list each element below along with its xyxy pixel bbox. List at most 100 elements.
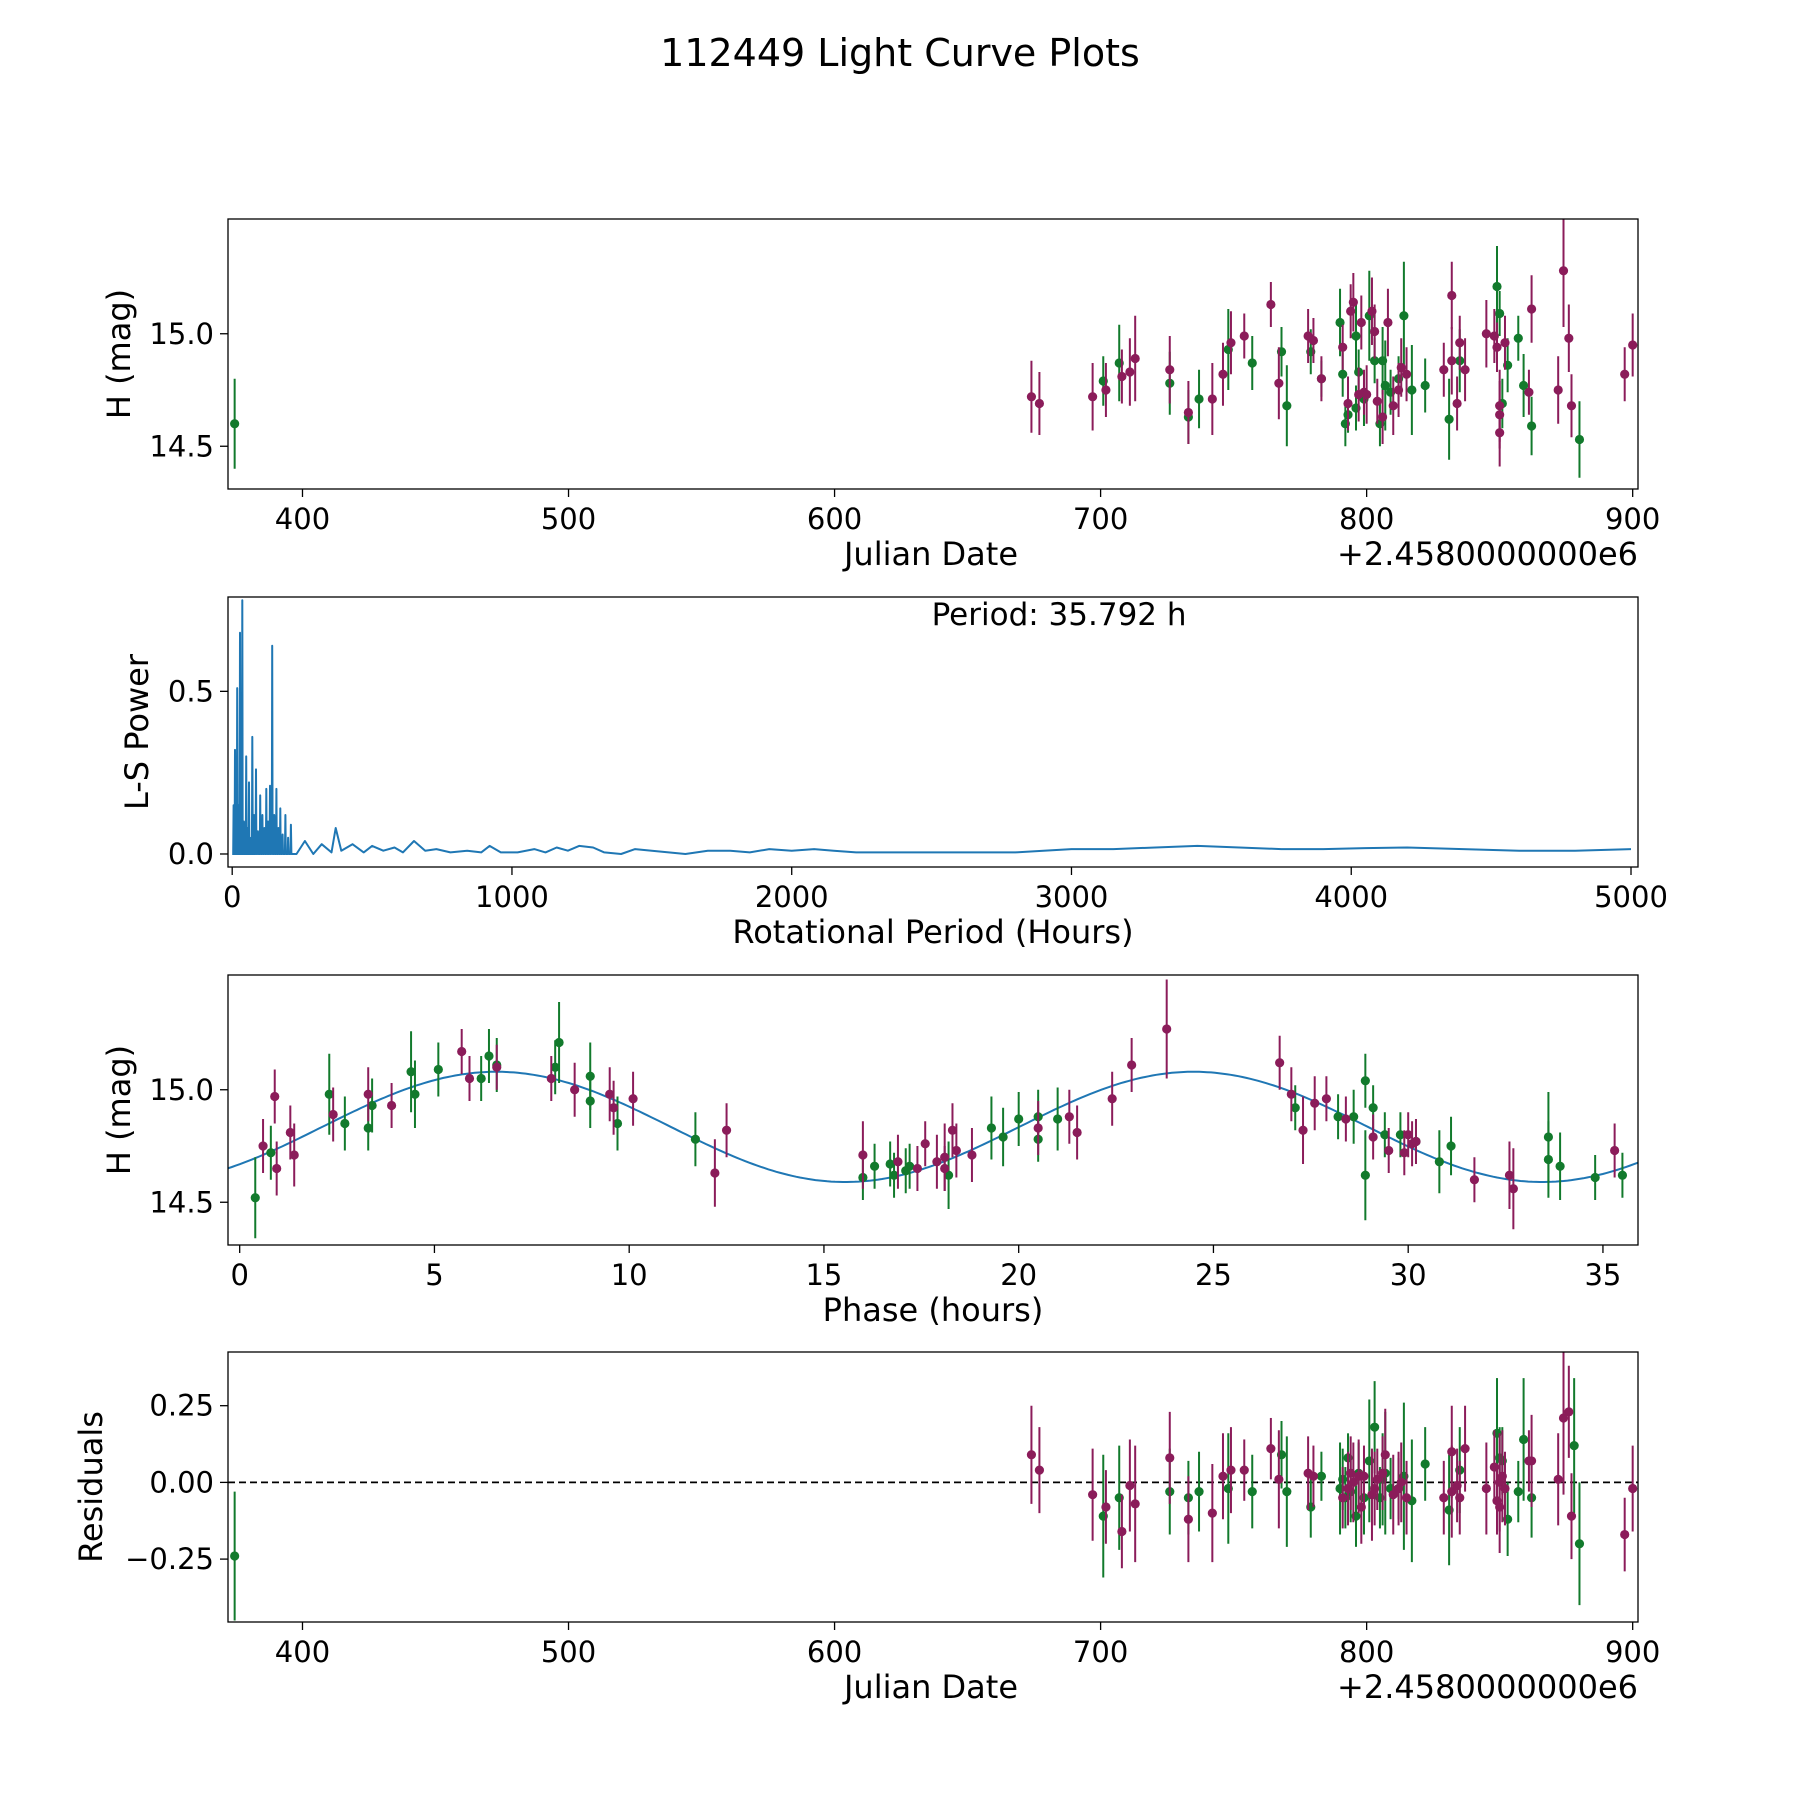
- phased-axes-frame: [227, 974, 1639, 1246]
- period-annotation: Period: 35.792 h: [932, 597, 1187, 633]
- data-point: [889, 1170, 899, 1180]
- residuals-x-offset-text: +2.4580000000e6: [1337, 1668, 1638, 1706]
- data-point: [1338, 369, 1348, 379]
- x-tick-label: 1000: [475, 880, 549, 914]
- data-point: [1360, 1170, 1370, 1180]
- data-point: [1338, 1493, 1348, 1503]
- data-point: [386, 1100, 397, 1111]
- x-tick-label: 900: [1605, 502, 1660, 536]
- data-point: [1628, 340, 1638, 350]
- phased-plot-area: [228, 979, 1638, 1239]
- data-point: [1444, 414, 1454, 424]
- data-point: [1513, 333, 1523, 343]
- data-point: [1555, 1161, 1565, 1171]
- data-point: [1455, 338, 1465, 348]
- data-point: [1558, 266, 1569, 276]
- data-point: [1343, 398, 1353, 409]
- data-point: [1101, 385, 1111, 395]
- series-r-band: [258, 979, 1620, 1230]
- data-point: [1492, 342, 1502, 352]
- data-point: [1513, 1487, 1523, 1497]
- periodogram-x-axis-label: Rotational Period (Hours): [732, 913, 1133, 951]
- data-point: [1628, 1483, 1638, 1494]
- data-point: [1274, 1474, 1284, 1484]
- periodogram-axes-frame: [227, 596, 1639, 868]
- data-point: [998, 1132, 1008, 1142]
- data-point: [628, 1094, 638, 1104]
- data-point: [585, 1096, 595, 1106]
- data-point: [230, 419, 240, 429]
- data-point: [1481, 329, 1491, 339]
- data-point: [1356, 317, 1366, 328]
- data-point: [1053, 1114, 1063, 1124]
- data-point: [947, 1125, 958, 1135]
- data-point: [1117, 1526, 1127, 1537]
- data-point: [464, 1073, 475, 1084]
- data-point: [484, 1051, 494, 1061]
- data-point: [893, 1157, 903, 1167]
- data-point: [546, 1073, 556, 1084]
- data-point: [367, 1100, 377, 1111]
- data-point: [1034, 398, 1045, 409]
- periodogram-line: [232, 599, 1632, 855]
- data-point: [270, 1091, 280, 1102]
- x-tick-label: 600: [807, 1635, 862, 1669]
- data-point: [1526, 1456, 1537, 1466]
- data-point: [1368, 1132, 1378, 1142]
- data-point: [905, 1161, 915, 1171]
- series-g-band: [230, 1378, 1585, 1621]
- data-point: [1447, 1447, 1457, 1457]
- phased-panel: 0 5 10 15 20 25 30 35 14.5 15.0 Phase (hours) H (ma…: [100, 974, 1639, 1329]
- series-r-band: [1026, 1352, 1638, 1572]
- data-point: [1617, 1170, 1628, 1180]
- data-point: [1338, 342, 1348, 352]
- data-point: [1500, 338, 1510, 348]
- data-point: [570, 1085, 580, 1095]
- data-point: [1207, 394, 1217, 404]
- data-point: [1569, 1440, 1579, 1451]
- data-point: [1380, 1130, 1390, 1140]
- data-point: [1290, 1103, 1300, 1113]
- data-point: [1316, 374, 1327, 384]
- data-point: [1194, 394, 1204, 404]
- data-point: [476, 1073, 486, 1084]
- data-point: [1026, 392, 1037, 402]
- x-tick-label: 600: [807, 502, 862, 536]
- data-point: [967, 1150, 977, 1160]
- data-point: [1481, 1483, 1491, 1494]
- data-point: [1207, 1508, 1217, 1518]
- data-point: [406, 1067, 416, 1077]
- data-point: [1495, 308, 1505, 319]
- x-tick-label: 700: [1073, 502, 1128, 536]
- data-point: [266, 1148, 276, 1158]
- data-point: [1130, 1499, 1140, 1509]
- x-tick-label: 500: [541, 502, 596, 536]
- data-point: [1620, 1529, 1630, 1540]
- data-point: [1370, 1422, 1380, 1432]
- data-point: [1274, 378, 1284, 388]
- data-point: [1064, 1112, 1074, 1122]
- data-point: [1351, 331, 1361, 341]
- data-point: [1566, 401, 1577, 411]
- y-tick-label: 0.5: [168, 674, 214, 708]
- x-tick-label: 800: [1339, 1635, 1394, 1669]
- periodogram-y-axis-label: L-S Power: [118, 653, 156, 810]
- residuals-x-axis-label: Julian Date: [842, 1668, 1018, 1706]
- data-point: [1526, 304, 1537, 314]
- data-point: [1543, 1132, 1554, 1142]
- data-point: [1620, 369, 1630, 379]
- data-point: [324, 1089, 334, 1099]
- data-point: [1396, 1477, 1406, 1487]
- x-tick-label: 10: [611, 1258, 648, 1292]
- data-point: [943, 1170, 954, 1180]
- data-point: [1420, 380, 1430, 391]
- data-point: [1194, 1487, 1204, 1497]
- data-point: [550, 1062, 560, 1072]
- data-point: [1162, 1024, 1172, 1034]
- data-point: [912, 1163, 923, 1174]
- data-point: [433, 1064, 443, 1075]
- data-point: [710, 1168, 720, 1178]
- data-point: [1388, 401, 1398, 411]
- data-point: [1396, 362, 1406, 373]
- data-point: [1378, 412, 1388, 422]
